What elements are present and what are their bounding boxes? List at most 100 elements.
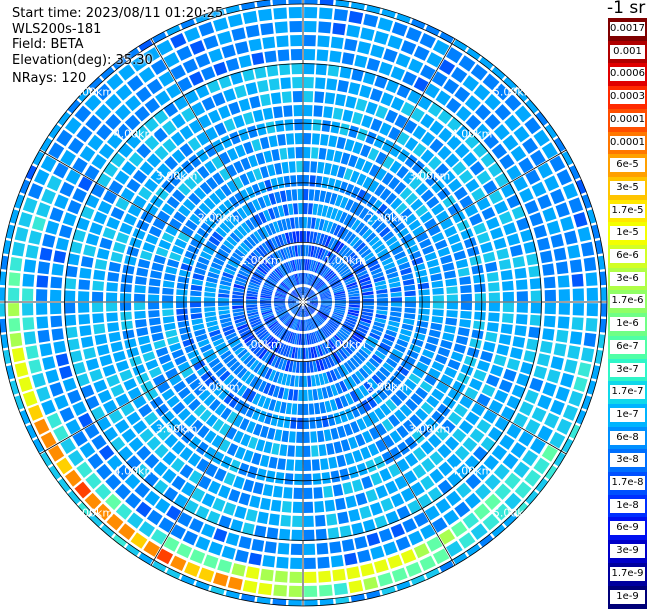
ppi-cell bbox=[212, 92, 226, 107]
ppi-cell bbox=[376, 297, 388, 302]
colorbar-tick-label: 0.0001 bbox=[610, 135, 645, 150]
ppi-cell bbox=[332, 257, 341, 268]
ppi-cell bbox=[329, 399, 338, 411]
ppi-cell bbox=[253, 249, 263, 260]
ppi-cell bbox=[206, 320, 218, 328]
ppi-cell bbox=[303, 175, 310, 187]
ppi-cell bbox=[348, 296, 360, 300]
ppi-cell bbox=[129, 355, 143, 367]
ppi-cell bbox=[345, 495, 357, 509]
ppi-cell bbox=[245, 566, 260, 580]
ppi-cell bbox=[363, 381, 374, 394]
ppi-cell bbox=[314, 279, 323, 289]
ppi-cell bbox=[212, 497, 226, 512]
ppi-cell bbox=[503, 222, 517, 236]
ppi-cell bbox=[205, 240, 218, 251]
ppi-cell bbox=[304, 305, 309, 316]
ppi-cell bbox=[134, 482, 150, 498]
ppi-cell bbox=[498, 379, 513, 393]
ppi-cell bbox=[232, 302, 244, 306]
ppi-cell bbox=[243, 141, 254, 155]
ppi-cell bbox=[336, 366, 346, 378]
ppi-cell bbox=[555, 386, 570, 402]
ppi-cell bbox=[311, 133, 320, 145]
ppi-cell bbox=[462, 512, 479, 529]
ppi-cell bbox=[435, 210, 449, 223]
ppi-cell bbox=[233, 430, 244, 444]
ppi-cell bbox=[281, 218, 288, 231]
ppi-cell bbox=[324, 92, 336, 105]
ppi-cell bbox=[121, 274, 133, 284]
ppi-cell bbox=[348, 580, 364, 594]
ppi-cell bbox=[371, 199, 383, 212]
ppi-cell bbox=[232, 210, 243, 223]
ppi-cell bbox=[281, 501, 292, 513]
ppi-cell bbox=[419, 355, 432, 366]
ppi-cell bbox=[157, 381, 171, 394]
ppi-cell bbox=[197, 338, 210, 348]
ppi-cell bbox=[315, 314, 325, 323]
ppi-cell bbox=[500, 323, 513, 335]
ppi-cell bbox=[404, 154, 418, 168]
ppi-cell bbox=[421, 131, 436, 147]
ppi-cell bbox=[283, 279, 292, 289]
ppi-cell bbox=[288, 299, 299, 302]
ppi-cell bbox=[274, 302, 285, 304]
ppi-cell bbox=[379, 188, 392, 201]
ppi-cell bbox=[197, 425, 210, 439]
ppi-cell bbox=[233, 114, 245, 129]
ppi-cell bbox=[290, 375, 295, 387]
ppi-cell bbox=[172, 189, 186, 203]
ppi-cell bbox=[185, 219, 198, 231]
ppi-cell bbox=[195, 536, 211, 551]
ppi-cell bbox=[305, 289, 313, 299]
ppi-cell bbox=[46, 175, 62, 192]
ppi-cell bbox=[204, 160, 217, 174]
ppi-cell bbox=[115, 232, 130, 244]
ppi-cell bbox=[177, 320, 190, 328]
ppi-cell bbox=[296, 417, 303, 429]
ppi-cell bbox=[89, 222, 103, 236]
ppi-cell bbox=[45, 369, 60, 384]
ppi-cell bbox=[332, 286, 344, 292]
ppi-cell bbox=[531, 407, 547, 423]
ppi-cell bbox=[247, 287, 259, 293]
ppi-cell bbox=[78, 279, 91, 290]
ppi-cell bbox=[297, 189, 303, 201]
ppi-cell bbox=[96, 463, 113, 480]
ppi-cell bbox=[304, 35, 316, 47]
ppi-cell bbox=[193, 187, 207, 200]
ppi-cell bbox=[8, 287, 20, 301]
ppi-cell bbox=[140, 211, 154, 224]
ppi-cell bbox=[0, 287, 6, 301]
ppi-cell bbox=[355, 222, 365, 234]
ppi-cell bbox=[352, 239, 363, 250]
ppi-cell bbox=[281, 281, 291, 290]
ppi-cell bbox=[176, 314, 189, 322]
ppi-cell bbox=[249, 233, 260, 245]
ppi-cell bbox=[170, 524, 186, 540]
ppi-cell bbox=[306, 302, 318, 306]
ppi-cell bbox=[581, 194, 592, 209]
ppi-cell bbox=[300, 287, 303, 298]
ppi-cell bbox=[212, 257, 225, 266]
ppi-cell bbox=[226, 443, 239, 457]
ppi-cell bbox=[262, 107, 274, 120]
ppi-cell bbox=[258, 348, 268, 360]
ppi-cell bbox=[170, 457, 185, 473]
ppi-cell bbox=[138, 39, 153, 52]
ppi-cell bbox=[137, 335, 151, 346]
ppi-cell bbox=[215, 252, 227, 262]
ppi-cell bbox=[553, 247, 567, 261]
ppi-cell bbox=[329, 318, 341, 326]
ppi-cell bbox=[11, 241, 25, 257]
ppi-cell bbox=[19, 409, 31, 425]
ppi-cell bbox=[454, 143, 470, 159]
ppi-cell bbox=[314, 501, 325, 513]
ppi-cell bbox=[242, 522, 255, 536]
ppi-cell bbox=[366, 195, 378, 208]
ppi-cell bbox=[317, 430, 325, 443]
ppi-cell bbox=[220, 350, 232, 360]
ppi-cell bbox=[499, 434, 515, 450]
ppi-cell bbox=[370, 328, 383, 337]
